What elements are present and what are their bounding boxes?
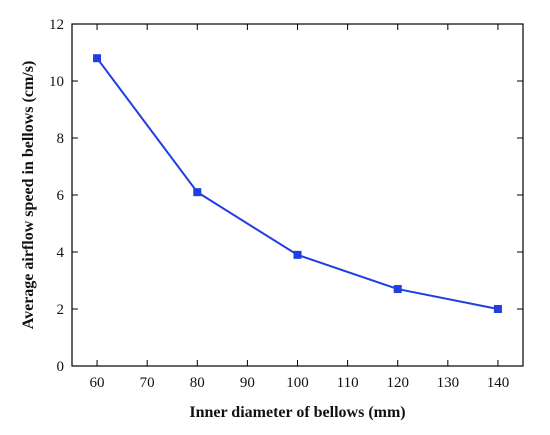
x-tick-label: 120 xyxy=(386,375,409,391)
x-tick-label: 70 xyxy=(140,375,155,391)
y-tick-label: 12 xyxy=(49,17,64,33)
y-tick-label: 2 xyxy=(57,302,65,318)
x-tick-label: 140 xyxy=(487,375,510,391)
y-tick-label: 0 xyxy=(57,359,65,375)
y-tick-label: 6 xyxy=(57,188,65,204)
series-group xyxy=(93,54,502,313)
x-tick-label: 60 xyxy=(90,375,105,391)
plot-frame xyxy=(71,23,524,367)
y-tick-label: 8 xyxy=(57,131,65,147)
x-axis-title: Inner diameter of bellows (mm) xyxy=(189,404,405,421)
x-tick-label: 110 xyxy=(337,375,359,391)
x-tick-label: 90 xyxy=(240,375,255,391)
data-point xyxy=(393,285,402,294)
y-axis-title: Average airflow speed in bellows (cm/s) xyxy=(20,61,37,330)
x-tick-label: 130 xyxy=(437,375,460,391)
y-tick-label: 10 xyxy=(49,74,64,90)
data-point xyxy=(293,250,302,259)
data-point xyxy=(93,54,102,63)
series-line xyxy=(96,57,499,310)
x-tick-label: 100 xyxy=(286,375,309,391)
data-point xyxy=(193,188,202,197)
data-point xyxy=(493,305,502,313)
axis-ticks: 60 70 80 90 100 110 120 130 140 0 2 4 6 8 10 12 xyxy=(49,17,523,391)
y-tick-label: 4 xyxy=(57,245,65,261)
x-tick-label: 80 xyxy=(190,375,205,391)
